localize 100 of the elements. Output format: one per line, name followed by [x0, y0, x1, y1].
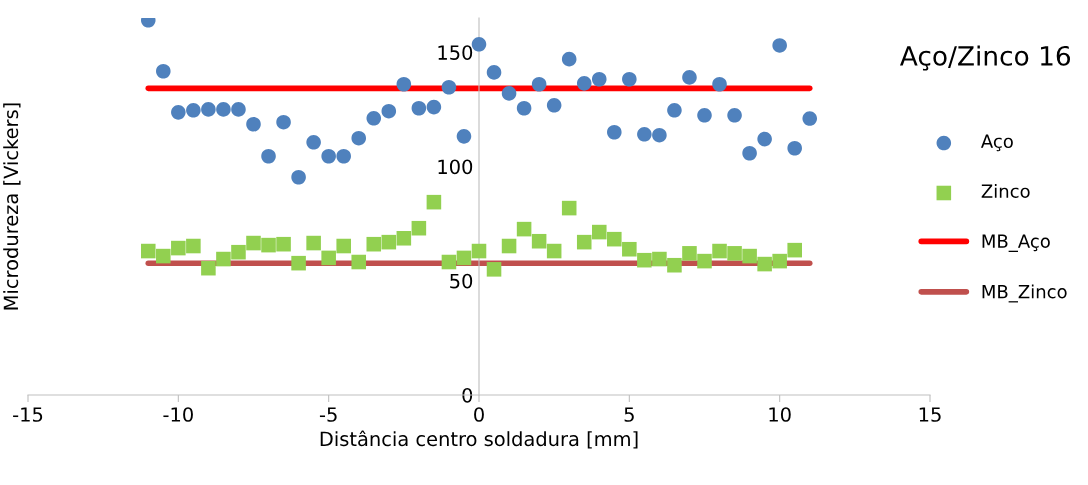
legend-label: Zinco — [981, 184, 1030, 198]
legend-label: MB_Zinco — [982, 284, 1067, 303]
y-tick-label: 150 — [438, 45, 473, 60]
point — [261, 237, 276, 253]
point — [411, 100, 427, 116]
point — [772, 38, 787, 53]
point — [306, 235, 321, 251]
point — [441, 79, 457, 95]
point — [622, 71, 637, 87]
point — [561, 200, 577, 216]
point — [486, 262, 502, 277]
point — [757, 256, 772, 272]
point — [441, 254, 457, 270]
point — [336, 148, 351, 164]
point — [426, 99, 442, 115]
point — [336, 238, 351, 254]
point — [411, 220, 427, 236]
x-tick-label: -5 — [319, 407, 337, 422]
point — [531, 76, 547, 92]
point — [637, 252, 652, 268]
x-tick-label: 5 — [624, 407, 634, 422]
x-tick-label: -15 — [13, 407, 43, 422]
point — [787, 242, 802, 258]
point — [607, 231, 622, 247]
point — [742, 145, 757, 161]
point — [306, 135, 321, 150]
point — [637, 127, 652, 142]
point — [276, 236, 291, 252]
point — [231, 244, 246, 260]
y-tick-label: 50 — [450, 273, 473, 289]
point — [652, 251, 667, 267]
point — [591, 224, 607, 240]
point — [652, 127, 667, 143]
point — [622, 241, 637, 257]
y-axis-title: Microdureza [Vickers] — [3, 103, 21, 310]
y-tick-label: 100 — [438, 159, 473, 175]
point — [772, 253, 787, 269]
y-tick-label: 0 — [462, 387, 473, 403]
point — [351, 254, 367, 270]
point — [231, 102, 246, 117]
text: Aço/Zinco 16 — [900, 45, 1071, 71]
point — [546, 98, 562, 113]
point — [456, 129, 472, 144]
point — [201, 102, 216, 117]
point — [291, 255, 306, 271]
point — [697, 253, 712, 269]
point — [682, 70, 697, 85]
point — [576, 76, 592, 91]
point — [667, 257, 682, 273]
x-tick-label: -10 — [163, 407, 193, 422]
point — [156, 248, 171, 264]
point — [576, 234, 592, 250]
point — [291, 169, 306, 185]
point — [501, 86, 517, 101]
point — [757, 131, 772, 147]
point — [516, 100, 532, 116]
point — [682, 246, 697, 261]
point — [456, 250, 472, 266]
point — [727, 246, 742, 261]
point — [156, 63, 171, 79]
point — [561, 51, 577, 67]
point — [396, 76, 412, 92]
x-tick-label: 0 — [474, 407, 484, 422]
point — [140, 243, 156, 259]
point — [201, 260, 216, 276]
point — [381, 234, 397, 250]
point — [321, 148, 336, 164]
point — [607, 124, 622, 140]
point — [712, 76, 727, 92]
point — [787, 140, 802, 156]
point — [531, 233, 547, 249]
point — [516, 221, 532, 237]
point — [501, 238, 517, 254]
point — [486, 65, 502, 80]
point — [727, 108, 742, 123]
point — [321, 250, 336, 266]
point — [667, 103, 682, 118]
legend-label: MB_Aço — [982, 234, 1050, 252]
point — [742, 248, 757, 264]
point — [261, 148, 276, 164]
point — [186, 103, 201, 118]
point — [366, 236, 382, 252]
point — [381, 103, 397, 119]
legend-label: Aço — [980, 134, 1013, 152]
point — [591, 71, 607, 87]
point — [246, 235, 261, 251]
point — [171, 105, 186, 120]
point — [546, 243, 562, 259]
x-tick-label: 15 — [919, 407, 941, 422]
point — [186, 238, 201, 254]
point — [697, 108, 712, 123]
point — [276, 114, 291, 130]
point — [366, 111, 382, 126]
point — [216, 251, 231, 267]
point — [712, 243, 727, 259]
point — [471, 36, 487, 52]
point — [426, 194, 442, 210]
point — [351, 130, 367, 146]
point — [396, 230, 412, 246]
point — [216, 102, 231, 117]
